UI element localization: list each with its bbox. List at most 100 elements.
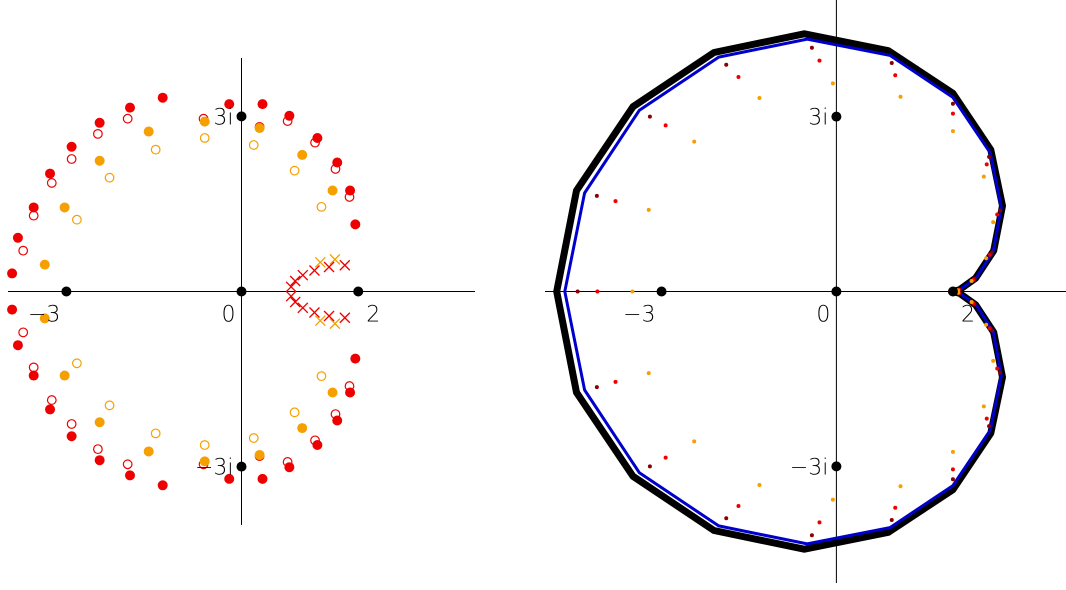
curve	[563, 37, 1003, 546]
point	[125, 102, 136, 113]
point	[327, 185, 338, 196]
point	[830, 81, 835, 86]
point	[889, 60, 894, 65]
point	[199, 440, 210, 450]
point	[981, 174, 986, 179]
point	[316, 371, 327, 382]
point	[809, 533, 814, 538]
point	[724, 62, 729, 67]
tick-dot	[61, 286, 72, 297]
point	[339, 312, 351, 324]
point	[199, 116, 210, 127]
point	[257, 99, 268, 110]
point	[285, 281, 297, 293]
point	[71, 214, 82, 225]
point	[995, 366, 1000, 371]
point	[92, 128, 103, 139]
point	[314, 315, 326, 327]
point	[663, 123, 668, 128]
point	[969, 279, 974, 284]
point	[12, 232, 23, 243]
point	[330, 164, 341, 174]
point	[950, 101, 955, 106]
point	[330, 409, 341, 419]
point	[224, 473, 235, 484]
point	[350, 219, 361, 230]
point	[122, 113, 133, 124]
point	[350, 353, 361, 364]
point	[830, 497, 835, 502]
x-tick-label: −3	[623, 303, 655, 328]
point	[46, 395, 57, 405]
point	[594, 385, 599, 390]
point	[248, 140, 259, 150]
point	[71, 358, 82, 369]
point	[981, 404, 986, 409]
point	[45, 404, 56, 415]
point	[736, 504, 741, 509]
point	[157, 480, 168, 491]
point	[310, 137, 320, 148]
point	[59, 202, 70, 213]
x-tick-label: 0	[222, 303, 236, 328]
point	[998, 370, 1003, 375]
point	[950, 477, 955, 482]
point	[282, 457, 293, 467]
point	[122, 459, 133, 470]
point	[724, 516, 729, 521]
tick-dot	[236, 286, 247, 297]
point	[736, 74, 741, 79]
point	[39, 313, 50, 324]
point	[316, 201, 327, 212]
point	[998, 208, 1003, 213]
point	[143, 446, 154, 457]
y-tick-label: 3i	[213, 105, 233, 130]
point	[323, 261, 335, 273]
point	[613, 199, 618, 204]
point	[46, 178, 57, 188]
point	[889, 518, 894, 523]
point	[984, 162, 989, 167]
point	[12, 340, 23, 351]
point	[312, 440, 323, 451]
point	[646, 207, 651, 212]
point	[289, 165, 300, 176]
point	[893, 73, 898, 78]
point	[984, 322, 989, 327]
point	[94, 455, 105, 466]
point	[157, 92, 168, 103]
point	[339, 259, 351, 271]
tick-dot	[947, 286, 958, 297]
point	[613, 379, 618, 384]
point	[254, 123, 265, 134]
point	[18, 327, 29, 338]
point	[991, 220, 996, 225]
tick-dot	[656, 286, 667, 297]
point	[94, 155, 105, 166]
point	[289, 407, 300, 418]
tick-dot	[831, 286, 842, 297]
point	[257, 473, 268, 484]
point	[104, 400, 115, 411]
point	[630, 289, 635, 294]
point	[125, 470, 136, 481]
point	[757, 95, 762, 100]
point	[323, 310, 335, 322]
y-tick-label: 3i	[808, 106, 828, 131]
point	[284, 462, 295, 473]
point	[284, 110, 295, 121]
y-tick-label: −3i	[790, 455, 829, 480]
point	[28, 210, 39, 221]
point	[950, 467, 955, 472]
point	[647, 464, 652, 469]
point	[66, 431, 77, 442]
point	[18, 245, 29, 256]
complex-plane: −3 0 2 3i −3i	[7, 58, 475, 525]
point	[329, 318, 341, 330]
point	[7, 304, 18, 315]
point	[344, 192, 355, 202]
point	[575, 289, 580, 294]
x-tick-label: −3	[28, 303, 60, 328]
point	[991, 358, 996, 363]
